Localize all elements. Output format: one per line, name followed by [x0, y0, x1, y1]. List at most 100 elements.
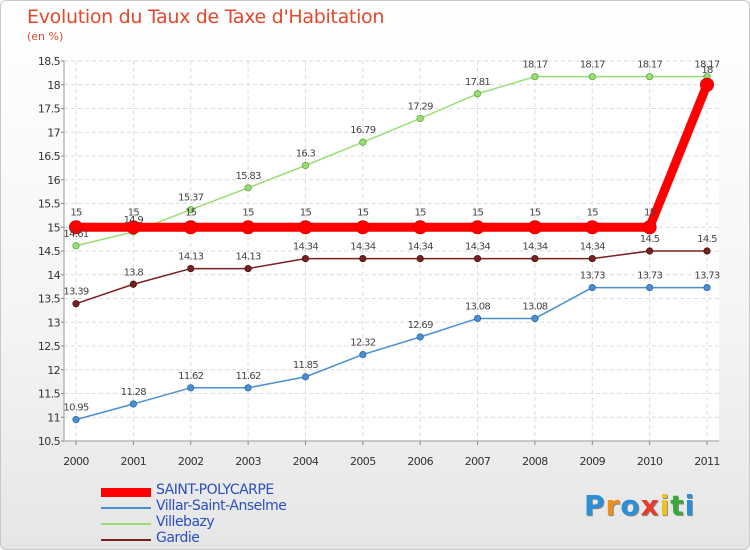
legend-swatch: [101, 487, 151, 497]
data-label: 15: [70, 207, 82, 218]
y-axis-ticks: 10.5 11 11.5 12 12.5 13 13.5 14 14.5 15 15.5 16 16.5…: [38, 55, 61, 448]
data-label: 15: [242, 207, 254, 218]
data-label: 15: [587, 207, 599, 218]
data-point: [355, 220, 370, 235]
data-point: [244, 384, 252, 392]
data-point: [700, 77, 714, 92]
series-3: [72, 247, 711, 308]
legend-label: SAINT-POLYCARPE: [156, 482, 274, 498]
x-tick-label: 2008: [522, 455, 548, 468]
data-point: [588, 283, 596, 292]
y-tick-label: 12: [47, 364, 60, 377]
data-point: [646, 247, 654, 255]
data-point: [244, 264, 252, 273]
series-line: [71, 80, 712, 232]
x-tick-label: 2002: [178, 455, 204, 468]
legend-item: Villar-Saint-Anselme: [101, 498, 361, 516]
x-tick-label: 2005: [350, 455, 376, 468]
data-label: 14.13: [178, 252, 203, 263]
data-point: [588, 73, 596, 81]
x-tick-label: 2006: [407, 455, 433, 468]
data-point: [126, 220, 141, 235]
data-labels: 10.95 11.28 11.62 11.62 11.85 12.32 12.69 13.08…: [63, 60, 720, 414]
data-label: 11.28: [121, 387, 146, 398]
data-point: [129, 280, 137, 288]
data-point: [646, 283, 654, 292]
legend-item: SAINT-POLYCARPE: [101, 482, 361, 500]
legend-label: Villebazy: [156, 514, 215, 530]
data-label: 14.34: [522, 242, 547, 253]
data-label: 15: [472, 207, 484, 218]
y-tick-label: 12.5: [38, 340, 61, 353]
x-axis-ticks: 2000 2001 2002 2003 2004 2005 2006 2007 2008 2009…: [63, 455, 720, 468]
data-label: 13.08: [522, 301, 547, 312]
data-point: [470, 220, 485, 235]
data-label: 14.34: [350, 242, 375, 253]
data-label: 14.34: [580, 242, 605, 253]
legend-item: Villebazy: [101, 514, 361, 532]
data-label: 15: [185, 207, 197, 218]
data-point: [301, 161, 310, 170]
data-label: 14.61: [63, 229, 88, 240]
data-label: 15: [128, 207, 140, 218]
data-point: [703, 247, 711, 255]
grid: [64, 60, 719, 442]
data-point: [646, 73, 654, 81]
data-label: 12.32: [350, 338, 375, 349]
y-tick-label: 14: [47, 269, 60, 282]
data-label: 18.17: [522, 60, 547, 71]
series-0: [69, 77, 714, 235]
data-label: 13.73: [694, 271, 719, 282]
data-label: 13.8: [124, 267, 144, 278]
data-point: [473, 255, 482, 263]
data-label: 14.34: [465, 242, 490, 253]
data-label: 16.3: [296, 149, 316, 160]
data-label: 14.9: [124, 215, 144, 226]
data-point: [359, 138, 367, 146]
chart-unit: (en %): [27, 30, 64, 43]
logo-letter: r: [605, 489, 621, 522]
data-point: [187, 264, 195, 273]
chart-title: Evolution du Taux de Taxe d'Habitation: [27, 6, 385, 28]
y-tick-label: 15.5: [38, 198, 61, 211]
data-point: [301, 255, 310, 263]
logo-letter: o: [620, 489, 641, 522]
x-tick-label: 2000: [63, 455, 89, 468]
data-label: 11.62: [236, 371, 261, 382]
logo-letter: x: [640, 489, 660, 522]
data-label: 13.08: [465, 301, 490, 312]
logo-letter: t: [670, 489, 685, 522]
series-line: [75, 250, 708, 305]
data-point: [642, 220, 657, 235]
data-label: 11.85: [293, 360, 318, 371]
data-label: 18.17: [694, 60, 719, 71]
data-label: 15: [529, 207, 541, 218]
data-point: [473, 314, 482, 323]
legend-swatch: [101, 523, 151, 525]
y-tick-label: 10.5: [38, 435, 61, 448]
y-tick-label: 18.5: [38, 55, 61, 68]
logo-letter: i: [684, 489, 696, 522]
data-point: [585, 220, 600, 235]
data-point: [359, 350, 367, 359]
data-label: 12.69: [408, 320, 433, 331]
data-label: 17.81: [465, 77, 490, 88]
data-point: [531, 255, 539, 263]
x-tick-label: 2003: [235, 455, 261, 468]
data-point: [588, 255, 596, 263]
legend-swatch: [101, 507, 151, 509]
data-point: [416, 255, 424, 263]
y-tick-label: 16.5: [38, 150, 61, 163]
data-label: 14.13: [236, 252, 261, 263]
data-point: [72, 300, 80, 308]
data-label: 15.37: [178, 193, 203, 204]
data-label: 18.17: [580, 60, 605, 71]
data-point: [69, 220, 83, 235]
data-label: 10.95: [63, 403, 88, 414]
proxiti-logo: Proxiti: [584, 489, 695, 522]
data-label: 13.39: [63, 287, 88, 298]
data-point: [416, 333, 424, 341]
data-point: [531, 314, 539, 323]
data-point: [244, 184, 252, 192]
data-point: [703, 283, 711, 292]
